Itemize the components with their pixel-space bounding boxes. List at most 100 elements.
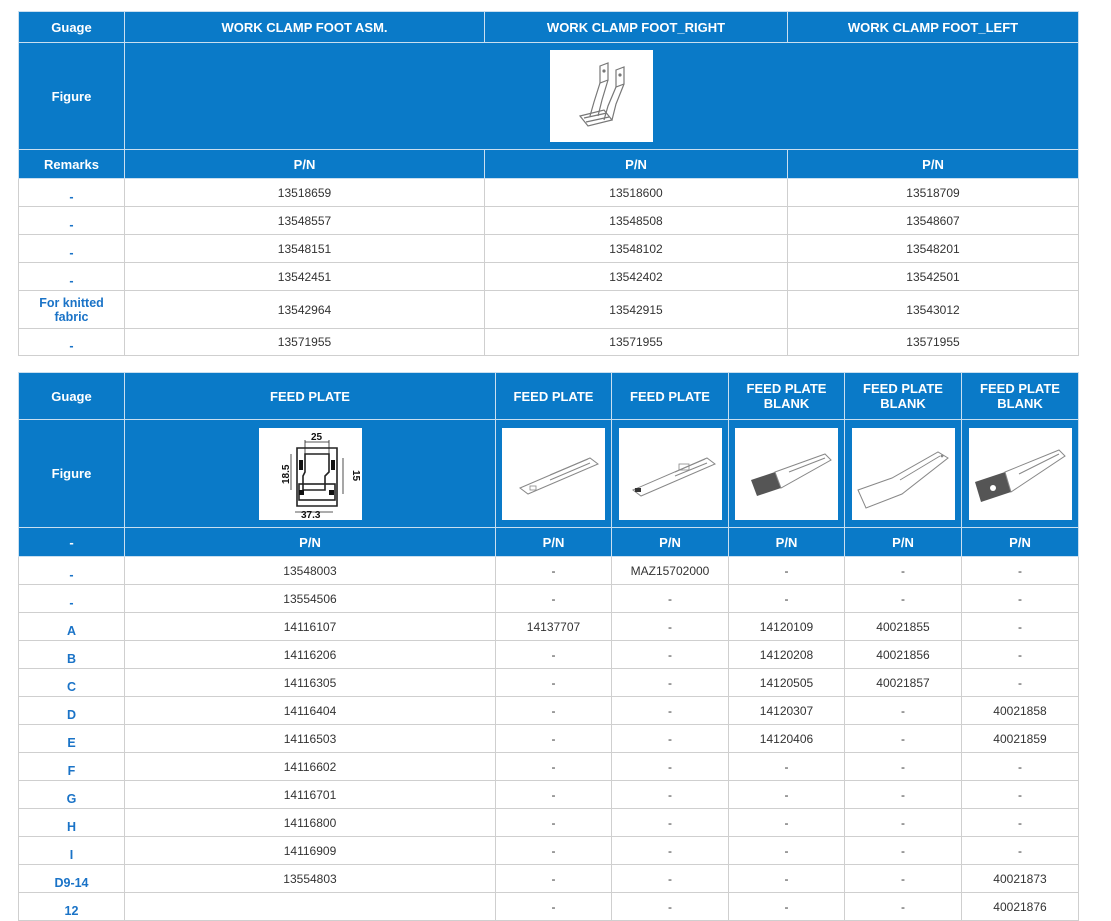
figure-cell xyxy=(611,419,729,528)
work-clamp-foot-image xyxy=(550,50,653,142)
header-feed-plate: FEED PLATE xyxy=(611,372,729,420)
table-row: C 14116305- -14120505 40021857- xyxy=(18,668,1079,697)
table-row: D9-14 13554803- - - -40021873 xyxy=(18,864,1079,893)
pn-cell: - xyxy=(961,556,1079,585)
pn-cell: - xyxy=(495,836,612,865)
pn-cell: - xyxy=(495,752,612,781)
guage-cell: 12 xyxy=(18,892,125,921)
table-row: I 14116909- - - - - xyxy=(18,836,1079,865)
pn-cell: - xyxy=(728,836,845,865)
figure-cell xyxy=(124,42,1079,150)
pn-cell: - xyxy=(844,892,962,921)
pn-cell: 13542964 xyxy=(124,290,485,329)
pn-cell: - xyxy=(495,640,612,669)
pn-cell: - xyxy=(495,864,612,893)
pn-cell: - xyxy=(611,808,729,837)
pn-cell: - xyxy=(961,808,1079,837)
pn-cell: 40021873 xyxy=(961,864,1079,893)
pn-cell: 13571955 xyxy=(787,328,1079,356)
figure-label: Figure xyxy=(18,419,125,528)
header-feed-plate: FEED PLATE xyxy=(124,372,496,420)
table-row: -13548003- MAZ15702000- - - xyxy=(18,556,1079,585)
guage-cell: - xyxy=(18,556,125,585)
figure-cell xyxy=(728,419,845,528)
pn-cell: 13548557 xyxy=(124,206,485,235)
pn-cell: - xyxy=(961,752,1079,781)
pn-cell: - xyxy=(844,696,962,725)
pn-cell: - xyxy=(728,892,845,921)
pn-cell: - xyxy=(611,836,729,865)
pn-cell: - xyxy=(495,780,612,809)
pn-cell: - xyxy=(495,696,612,725)
pn-cell: 13548607 xyxy=(787,206,1079,235)
pn-cell: - xyxy=(961,640,1079,669)
header-feed-plate: FEED PLATE xyxy=(495,372,612,420)
pn-cell: MAZ15702000 xyxy=(611,556,729,585)
pn-cell: 14120307 xyxy=(728,696,845,725)
header-work-clamp-foot-asm: WORK CLAMP FOOT ASM. xyxy=(124,11,485,43)
dim-15: 15 xyxy=(350,470,361,482)
pn-cell: 14116503 xyxy=(124,724,496,753)
feed-plate-image xyxy=(618,427,722,520)
guage-cell: B xyxy=(18,640,125,669)
table-row: - 13542451 13542402 13542501 xyxy=(18,262,1079,291)
header-guage: Guage xyxy=(18,372,125,420)
pn-cell: - xyxy=(495,668,612,697)
pn-cell: - xyxy=(961,612,1079,641)
pn-cell: 13542915 xyxy=(484,290,788,329)
pn-cell: - xyxy=(844,808,962,837)
figure-cell xyxy=(961,419,1079,528)
header-work-clamp-foot-left: WORK CLAMP FOOT_LEFT xyxy=(787,11,1079,43)
pn-cell: - xyxy=(728,752,845,781)
pn-cell: - xyxy=(611,640,729,669)
pn-cell: - xyxy=(611,612,729,641)
figure-label: Figure xyxy=(18,42,125,150)
pn-cell: - xyxy=(961,584,1079,613)
remarks-header: Remarks xyxy=(18,149,125,179)
pn-header: P/N xyxy=(961,527,1079,557)
pn-cell: - xyxy=(495,584,612,613)
pn-cell: - xyxy=(844,724,962,753)
pn-cell: 14116909 xyxy=(124,836,496,865)
work-clamp-foot-table: Guage WORK CLAMP FOOT ASM. WORK CLAMP FO… xyxy=(18,11,1079,356)
pn-cell: 13548201 xyxy=(787,234,1079,263)
pn-cell: - xyxy=(728,780,845,809)
pn-cell: - xyxy=(844,864,962,893)
pn-cell: - xyxy=(844,780,962,809)
pn-cell: 13571955 xyxy=(124,328,485,356)
figure-cell xyxy=(844,419,962,528)
header-guage: Guage xyxy=(18,11,125,43)
header-work-clamp-foot-right: WORK CLAMP FOOT_RIGHT xyxy=(484,11,788,43)
pn-cell: 14116404 xyxy=(124,696,496,725)
remark-cell: - xyxy=(18,328,125,356)
figure-cell xyxy=(495,419,612,528)
pn-cell xyxy=(124,892,496,921)
pn-cell: 14116602 xyxy=(124,752,496,781)
header-feed-plate-blank: FEED PLATE BLANK xyxy=(961,372,1079,420)
pn-cell: 14116701 xyxy=(124,780,496,809)
remark-cell: - xyxy=(18,262,125,291)
table-row: B 14116206- -14120208 40021856- xyxy=(18,640,1079,669)
pn-cell: 13571955 xyxy=(484,328,788,356)
pn-cell: 13518600 xyxy=(484,178,788,207)
pn-cell: 14116107 xyxy=(124,612,496,641)
pn-cell: 40021857 xyxy=(844,668,962,697)
table-row: H 14116800- - - - - xyxy=(18,808,1079,837)
remark-cell: For knitted fabric xyxy=(18,290,125,329)
remark-cell: - xyxy=(18,234,125,263)
pn-cell: 14120208 xyxy=(728,640,845,669)
pn-cell: 13518709 xyxy=(787,178,1079,207)
table-row: A 14116107 14137707-14120109 40021855- xyxy=(18,612,1079,641)
guage-cell: H xyxy=(18,808,125,837)
pn-header: P/N xyxy=(611,527,729,557)
pn-cell: - xyxy=(611,724,729,753)
pn-cell: 13554506 xyxy=(124,584,496,613)
pn-cell: 14120109 xyxy=(728,612,845,641)
pn-cell: - xyxy=(844,752,962,781)
pn-cell: - xyxy=(495,724,612,753)
pn-cell: 40021859 xyxy=(961,724,1079,753)
feed-plate-drawing: 25 18.5 15 37.3 xyxy=(258,427,362,520)
pn-cell: 40021858 xyxy=(961,696,1079,725)
guage-cell: E xyxy=(18,724,125,753)
pn-cell: - xyxy=(611,584,729,613)
